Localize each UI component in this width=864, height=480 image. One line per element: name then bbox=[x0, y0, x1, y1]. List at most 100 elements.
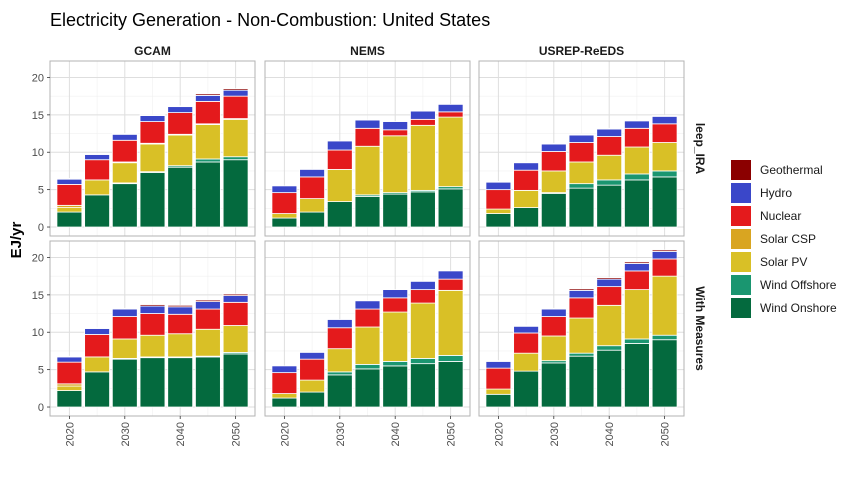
bar-wind-offshore-2045 bbox=[195, 158, 221, 163]
panel-gcam-leep-ira bbox=[49, 60, 256, 237]
bar-wind-onshore-2030 bbox=[111, 183, 138, 228]
bar-wind-offshore-2045 bbox=[410, 358, 436, 365]
bar-solar-pv-2050 bbox=[437, 289, 464, 356]
legend-swatch bbox=[731, 160, 751, 180]
panel-border bbox=[49, 240, 256, 417]
bar-nuclear-2035 bbox=[139, 121, 166, 144]
y-tick-label: 5 bbox=[38, 185, 44, 197]
bar-hydro-2025 bbox=[84, 328, 110, 335]
panel-usrep-reeds-with-measures bbox=[478, 240, 685, 417]
bar-hydro-2025 bbox=[84, 154, 110, 161]
bar-solar-pv-2030 bbox=[111, 338, 138, 359]
bar-nuclear-2035 bbox=[568, 297, 595, 319]
bar-geothermal-2020 bbox=[485, 360, 512, 362]
bar-wind-offshore-2040 bbox=[596, 179, 623, 186]
bar-nuclear-2030 bbox=[326, 149, 353, 170]
bar-geothermal-2035 bbox=[568, 133, 595, 136]
bar-wind-onshore-2040 bbox=[596, 349, 623, 408]
bar-wind-onshore-2030 bbox=[540, 362, 567, 408]
bar-solar-pv-2030 bbox=[326, 169, 353, 202]
bar-solar-pv-2045 bbox=[410, 124, 436, 191]
legend-swatch bbox=[731, 229, 751, 249]
bar-hydro-2050 bbox=[651, 115, 678, 125]
bar-nuclear-2020 bbox=[485, 189, 512, 210]
bar-solar-pv-2020 bbox=[271, 213, 298, 219]
bar-wind-offshore-2030 bbox=[326, 371, 353, 376]
x-tick-label: 2020 bbox=[493, 422, 505, 446]
bar-hydro-2045 bbox=[410, 110, 436, 120]
bar-geothermal-2025 bbox=[513, 325, 539, 327]
bar-nuclear-2020 bbox=[271, 192, 298, 214]
bar-solar-pv-2045 bbox=[195, 328, 221, 357]
y-tick-label: 15 bbox=[32, 110, 44, 122]
bar-solar-pv-2035 bbox=[139, 334, 166, 358]
strip-label-usrep-reeds: USREP-ReEDS bbox=[539, 44, 624, 58]
bar-geothermal-2050 bbox=[222, 88, 249, 91]
bar-wind-offshore-2040 bbox=[382, 361, 409, 367]
chart-title: Electricity Generation - Non-Combustion:… bbox=[50, 10, 490, 30]
bar-solar-pv-2025 bbox=[299, 198, 325, 213]
strip-label-leep-ira: leep_IRA bbox=[693, 123, 707, 175]
panel-border bbox=[264, 60, 471, 237]
x-tick-label: 2040 bbox=[390, 422, 402, 446]
bar-nuclear-2025 bbox=[84, 334, 110, 358]
bar-solar-pv-2020 bbox=[485, 388, 512, 395]
bar-nuclear-2040 bbox=[382, 129, 409, 137]
bar-hydro-2020 bbox=[56, 178, 83, 185]
bar-wind-offshore-2050 bbox=[651, 170, 678, 178]
bar-wind-onshore-2035 bbox=[354, 368, 381, 408]
legend-label: Wind Offshore bbox=[760, 278, 837, 292]
panel-gcam-with-measures bbox=[49, 240, 256, 417]
bar-wind-onshore-2050 bbox=[222, 159, 249, 228]
y-tick-label: 15 bbox=[32, 290, 44, 302]
bar-hydro-2025 bbox=[299, 169, 325, 178]
legend-item-solar-csp: Solar CSP bbox=[731, 229, 816, 249]
bar-nuclear-2020 bbox=[56, 183, 83, 206]
bar-solar-pv-2050 bbox=[222, 118, 249, 158]
strip-label-nems: NEMS bbox=[350, 44, 385, 58]
bar-solar-pv-2045 bbox=[410, 302, 436, 359]
bar-solar-pv-2050 bbox=[651, 275, 678, 336]
bar-hydro-2020 bbox=[485, 181, 512, 191]
legend-label: Nuclear bbox=[760, 209, 801, 223]
bar-wind-onshore-2020 bbox=[271, 397, 298, 408]
bar-hydro-2030 bbox=[540, 143, 567, 152]
bar-hydro-2035 bbox=[139, 115, 166, 122]
bar-solar-pv-2030 bbox=[540, 170, 567, 194]
bar-nuclear-2040 bbox=[596, 136, 623, 156]
bar-solar-pv-2030 bbox=[111, 162, 138, 184]
strip-col-gcam bbox=[50, 41, 255, 61]
bar-wind-onshore-2050 bbox=[222, 353, 249, 408]
x-tick-label: 2030 bbox=[549, 422, 561, 446]
bar-wind-onshore-2025 bbox=[84, 371, 110, 408]
bar-solar-pv-2030 bbox=[326, 348, 353, 373]
bar-wind-onshore-2050 bbox=[437, 361, 464, 408]
bar-geothermal-2020 bbox=[485, 181, 512, 183]
bar-nuclear-2035 bbox=[354, 308, 381, 328]
bar-hydro-2020 bbox=[271, 365, 298, 374]
bar-solar-pv-2040 bbox=[167, 134, 194, 167]
legend-swatch bbox=[731, 298, 751, 318]
bar-nuclear-2045 bbox=[624, 127, 650, 148]
bar-solar-pv-2050 bbox=[222, 325, 249, 353]
y-tick-label: 10 bbox=[32, 147, 44, 159]
bar-hydro-2020 bbox=[485, 361, 512, 369]
x-tick-label: 2040 bbox=[175, 422, 187, 446]
bar-nuclear-2050 bbox=[222, 301, 249, 326]
bar-hydro-2035 bbox=[139, 305, 166, 314]
bar-nuclear-2045 bbox=[195, 100, 221, 125]
panels: GCAM NEMS USREP-ReEDS leep_IRA With Measures bbox=[49, 41, 707, 417]
bar-wind-onshore-2050 bbox=[437, 188, 464, 228]
bar-hydro-2020 bbox=[271, 185, 298, 194]
bar-hydro-2025 bbox=[513, 325, 539, 334]
x-tick-label: 2020 bbox=[64, 422, 76, 446]
bar-hydro-2045 bbox=[195, 301, 221, 310]
bar-nuclear-2020 bbox=[485, 367, 512, 390]
bar-wind-onshore-2035 bbox=[354, 195, 381, 228]
bar-nuclear-2050 bbox=[222, 95, 249, 119]
bar-solar-pv-2020 bbox=[56, 385, 83, 391]
legend-item-wind-onshore: Wind Onshore bbox=[731, 298, 837, 318]
bar-hydro-2035 bbox=[354, 119, 381, 129]
bar-wind-offshore-2050 bbox=[437, 355, 464, 362]
